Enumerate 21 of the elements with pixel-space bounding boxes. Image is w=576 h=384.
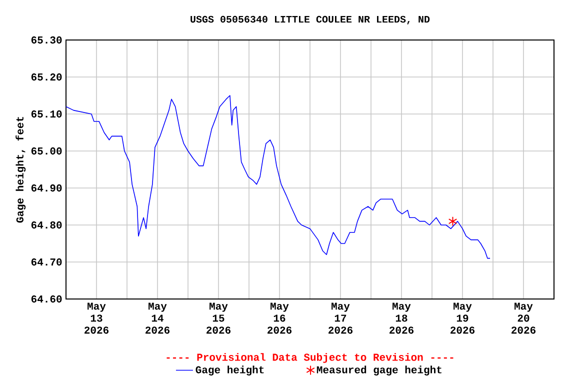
y-tick-label: 65.00 bbox=[31, 147, 62, 155]
y-tick-label: 64.60 bbox=[31, 295, 62, 303]
chart-title: USGS 05056340 LITTLE COULEE NR LEEDS, ND bbox=[190, 16, 430, 24]
x-tick-label: May 19 2026 bbox=[450, 302, 475, 334]
y-tick-label: 64.90 bbox=[31, 184, 62, 192]
legend-label: Measured gage height bbox=[316, 366, 442, 376]
x-tick-label: May 16 2026 bbox=[268, 302, 292, 334]
text: ---- Provisional Data Subject to Revision ---- bbox=[166, 353, 454, 363]
y-axis-title: Gage height, feet bbox=[16, 116, 26, 223]
y-tick-label: 65.30 bbox=[31, 36, 62, 44]
y-tick-label: 64.80 bbox=[31, 221, 62, 229]
x-tick-label: May 20 2026 bbox=[512, 302, 536, 334]
legend-label: Gage height bbox=[196, 366, 264, 376]
y-tick-label: 65.10 bbox=[31, 110, 62, 118]
x-tick-label: May 13 2026 bbox=[84, 302, 109, 334]
y-tick-label: 64.70 bbox=[31, 258, 62, 266]
x-tick-label: May 18 2026 bbox=[390, 302, 414, 334]
x-tick-label: May 17 2026 bbox=[328, 302, 353, 334]
x-tick-label: May 15 2026 bbox=[206, 302, 231, 334]
x-tick-label: May 14 2026 bbox=[146, 302, 170, 334]
y-tick-label: 65.20 bbox=[31, 73, 62, 81]
